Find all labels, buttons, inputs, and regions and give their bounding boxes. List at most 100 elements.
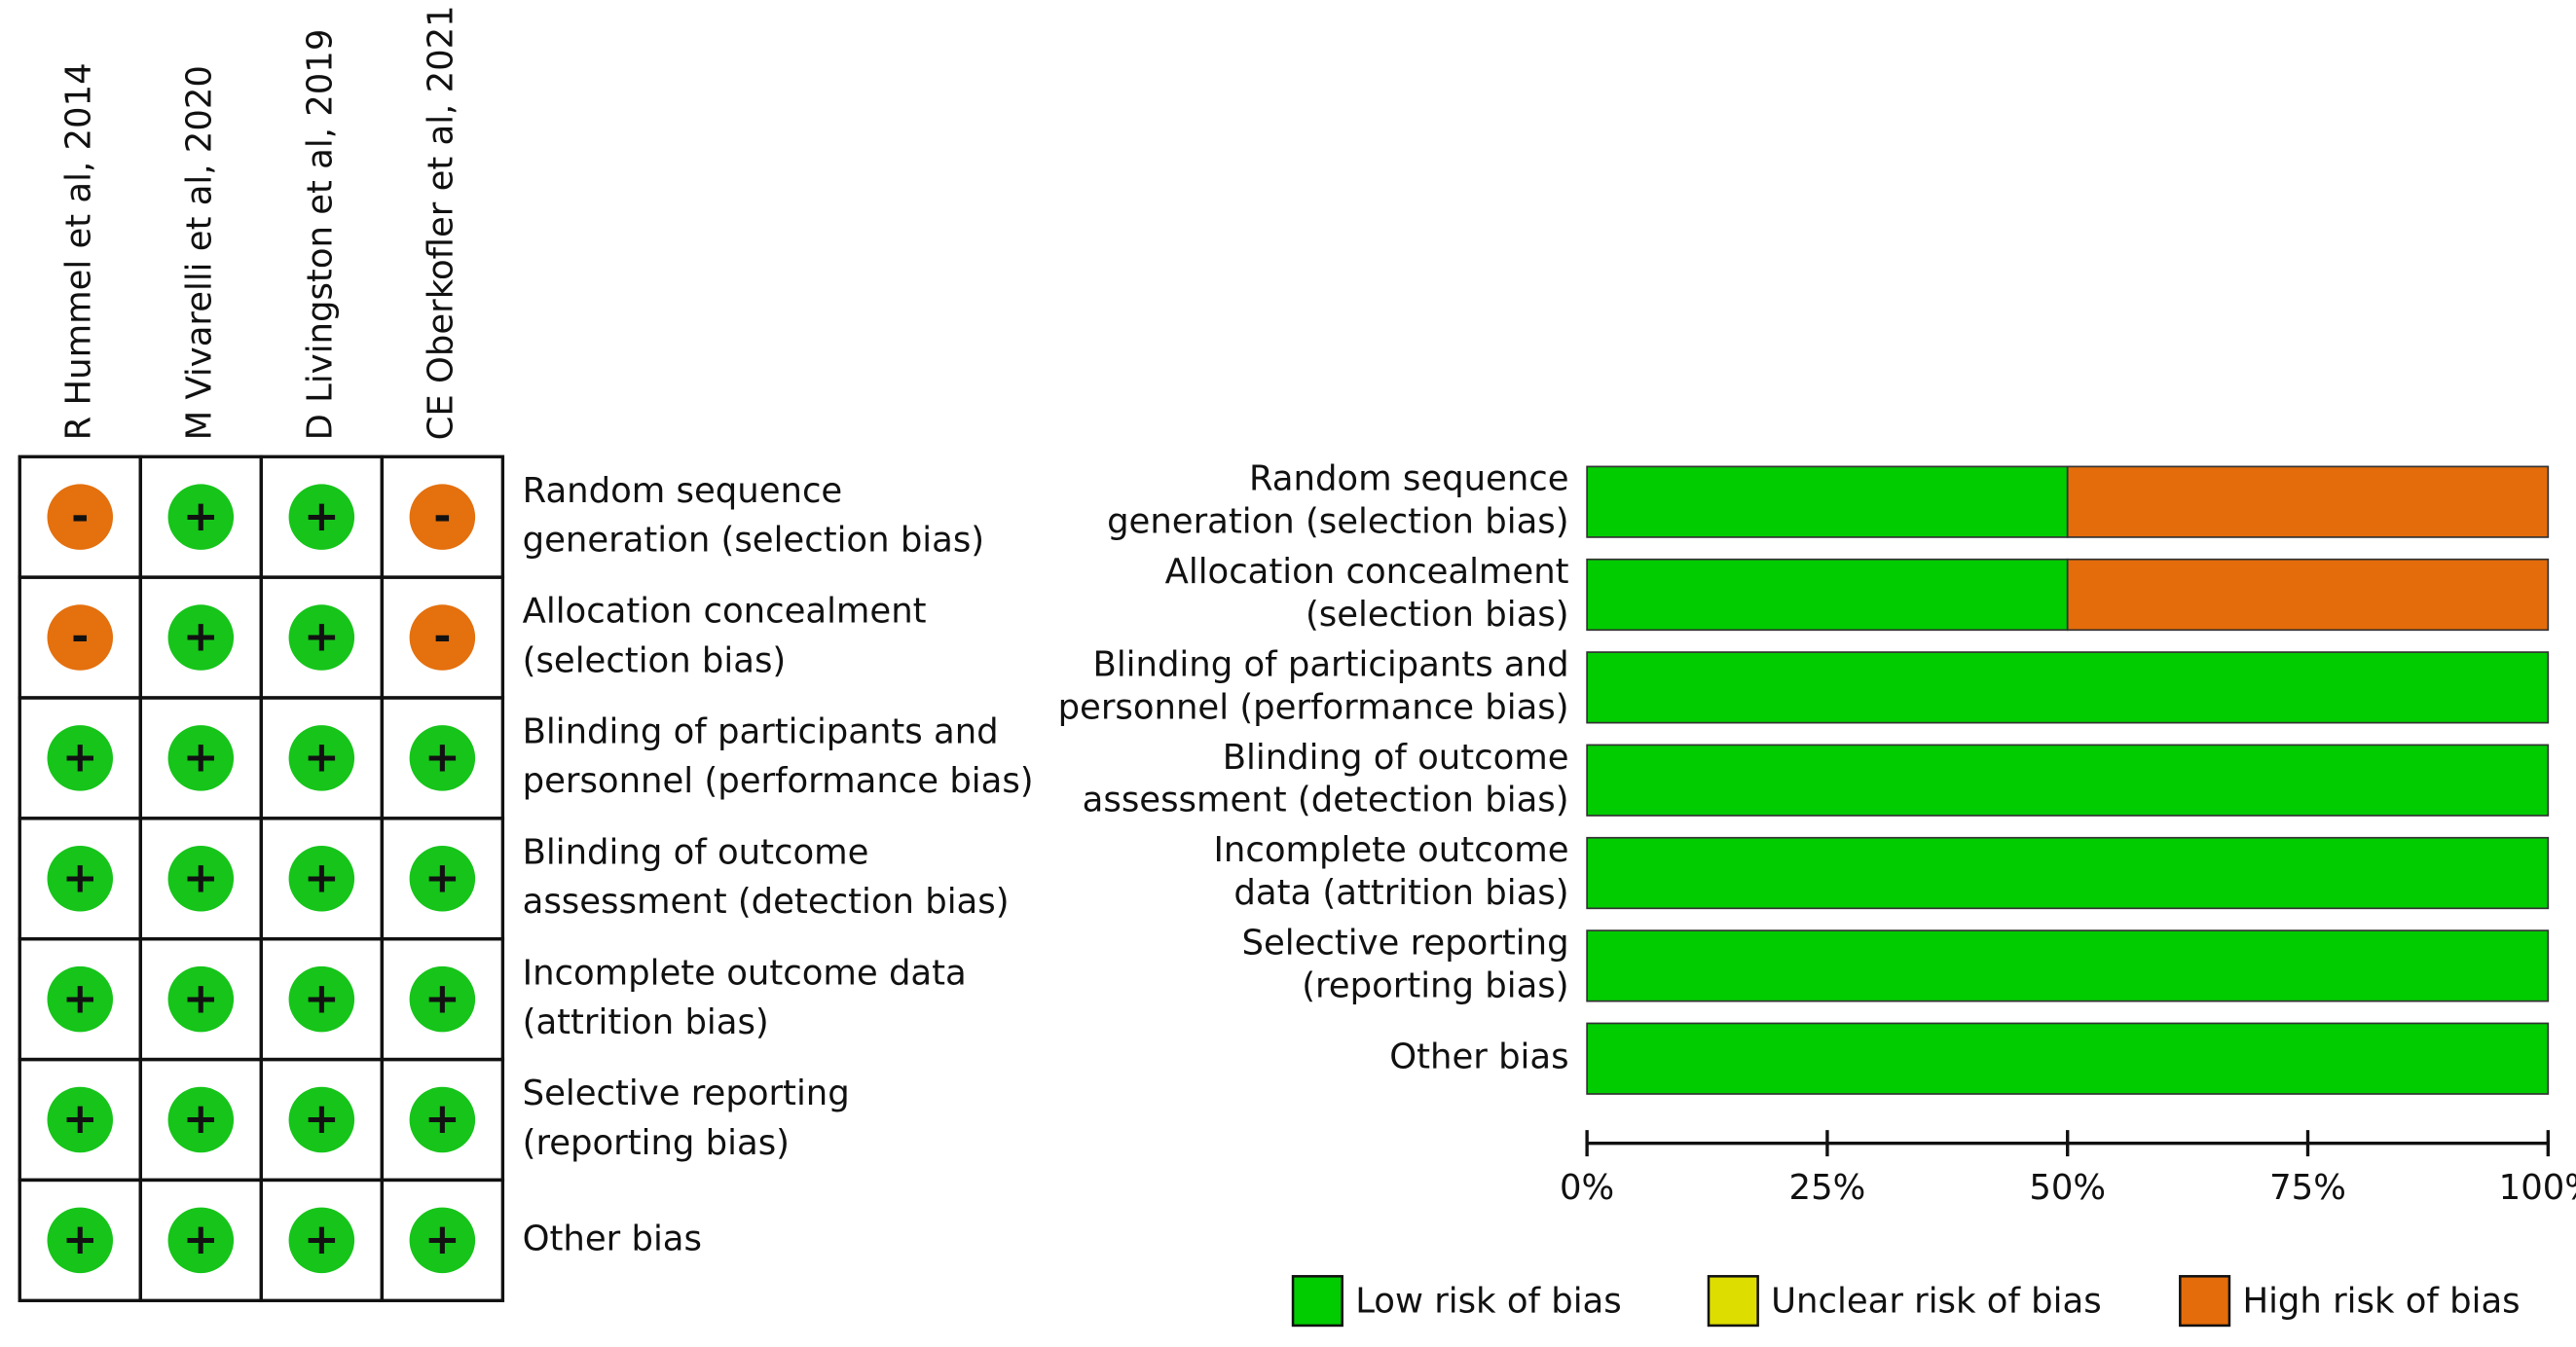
judgement-symbol: + — [304, 853, 340, 902]
bar-segment — [1586, 836, 2550, 910]
cell — [380, 1178, 505, 1302]
row-label: (attrition bias) — [523, 1002, 769, 1042]
row-label: Allocation concealment — [1165, 552, 1569, 592]
judgement-dot — [409, 484, 476, 550]
judgement-dot — [167, 725, 235, 791]
judgement-symbol: + — [183, 733, 219, 783]
legend-swatch — [2179, 1275, 2231, 1328]
judgement-dot — [288, 725, 355, 791]
judgement-symbol: + — [183, 1094, 219, 1144]
judgement-dot — [288, 965, 355, 1033]
judgement-dot — [47, 846, 114, 912]
row-label: personnel (performance bias) — [1058, 687, 1569, 727]
study-label: D Livingston et al, 2019 — [300, 29, 340, 441]
judgement-symbol: + — [62, 973, 98, 1023]
row-label: Blinding of participants and — [1093, 644, 1569, 684]
judgement-symbol: + — [424, 733, 460, 783]
row-label: Allocation concealment — [523, 592, 927, 632]
judgement-symbol: + — [62, 853, 98, 902]
judgement-dot — [167, 604, 235, 671]
bar-segment — [1586, 465, 2069, 538]
row-label: Other bias — [523, 1219, 702, 1258]
judgement-symbol: + — [183, 491, 219, 541]
judgement-symbol: + — [304, 1094, 340, 1144]
row-label: (reporting bias) — [523, 1123, 790, 1163]
row-label: Blinding of outcome — [523, 832, 869, 872]
judgement-dot — [288, 484, 355, 550]
judgement-symbol: + — [424, 1094, 460, 1144]
judgement-symbol: + — [62, 1094, 98, 1144]
study-label: R Hummel et al, 2014 — [58, 62, 98, 440]
judgement-symbol: + — [424, 853, 460, 902]
row-label: generation (selection bias) — [523, 520, 985, 560]
bar-segment — [1586, 558, 2069, 632]
legend-label: Low risk of bias — [1355, 1281, 1622, 1321]
judgement-dot — [167, 1207, 235, 1274]
row-label: Selective reporting — [1241, 923, 1568, 963]
judgement-dot — [409, 1086, 476, 1153]
row-label: (reporting bias) — [1302, 965, 1568, 1005]
judgement-symbol: + — [183, 853, 219, 902]
bar-segment — [1586, 929, 2550, 1002]
judgement-symbol: + — [304, 733, 340, 783]
x-tick-label: 75% — [2269, 1168, 2346, 1208]
row-label: assessment (detection bias) — [1083, 781, 1569, 820]
row-label: personnel (performance bias) — [523, 761, 1034, 801]
judgement-symbol: + — [424, 973, 460, 1023]
legend-swatch — [1291, 1275, 1343, 1328]
judgement-symbol: - — [433, 491, 451, 541]
judgement-symbol: + — [183, 1215, 219, 1264]
judgement-dot — [409, 1207, 476, 1274]
judgement-dot — [47, 1207, 114, 1274]
judgement-symbol: + — [304, 612, 340, 662]
x-tick-label: 50% — [2029, 1168, 2106, 1208]
judgement-symbol: - — [433, 612, 451, 662]
judgement-dot — [167, 1086, 235, 1153]
judgement-dot — [409, 725, 476, 791]
x-tick-label: 25% — [1789, 1168, 1866, 1208]
row-label: assessment (detection bias) — [523, 882, 1010, 922]
legend-label: Unclear risk of bias — [1771, 1281, 2102, 1321]
judgement-dot — [47, 725, 114, 791]
bar-segment — [1586, 744, 2550, 817]
row-label: Selective reporting — [523, 1074, 850, 1113]
judgement-dot — [409, 846, 476, 912]
judgement-dot — [409, 604, 476, 671]
legend-label: High risk of bias — [2242, 1281, 2520, 1321]
judgement-dot — [47, 604, 114, 671]
judgement-symbol: + — [304, 1215, 340, 1264]
judgement-dot — [47, 965, 114, 1033]
judgement-symbol: + — [304, 973, 340, 1023]
row-label: Other bias — [1389, 1038, 1568, 1077]
x-tick-label: 0% — [1560, 1168, 1614, 1208]
judgement-dot — [288, 1207, 355, 1274]
row-label: Blinding of participants and — [523, 712, 999, 752]
judgement-dot — [47, 484, 114, 550]
judgement-dot — [47, 1086, 114, 1153]
judgement-dot — [409, 965, 476, 1033]
row-label: Random sequence — [523, 471, 843, 511]
judgement-symbol: + — [424, 1215, 460, 1264]
judgement-dot — [288, 604, 355, 671]
row-label: (selection bias) — [1306, 595, 1569, 635]
row-label: data (attrition bias) — [1233, 873, 1568, 913]
bar-segment — [2066, 465, 2550, 538]
row-label: Blinding of outcome — [1223, 738, 1569, 778]
legend-swatch — [1707, 1275, 1759, 1328]
row-label: Incomplete outcome — [1213, 830, 1568, 870]
judgement-dot — [167, 484, 235, 550]
judgement-dot — [167, 965, 235, 1033]
judgement-dot — [288, 846, 355, 912]
judgement-symbol: - — [71, 612, 89, 662]
judgement-symbol: + — [304, 491, 340, 541]
bar-segment — [1586, 1022, 2550, 1095]
bar-segment — [1586, 651, 2550, 724]
bar-segment — [2066, 558, 2550, 632]
judgement-symbol: + — [183, 973, 219, 1023]
row-label: generation (selection bias) — [1107, 502, 1569, 542]
study-label: CE Oberkofler et al, 2021 — [421, 5, 460, 440]
judgement-symbol: + — [62, 733, 98, 783]
judgement-symbol: - — [71, 491, 89, 541]
